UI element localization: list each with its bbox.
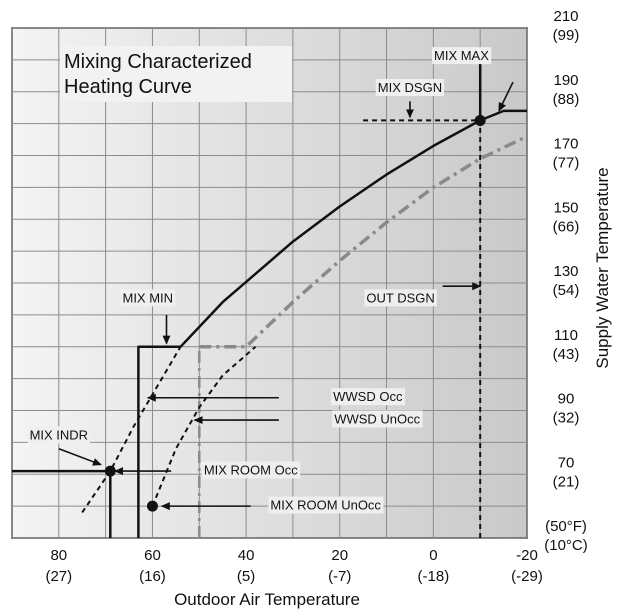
wwsd-occ-label-bg	[331, 388, 405, 406]
mix-max-label-bg	[432, 47, 492, 65]
wwsd-occ-label: WWSD Occ	[333, 389, 403, 404]
grid	[11, 27, 528, 539]
y-tick-label: 90	[558, 391, 575, 408]
guide-line-1	[137, 345, 181, 538]
x-tick-label: -20	[516, 547, 538, 564]
mix-min-label: MIX MIN	[122, 290, 173, 305]
wwsd-unocc-label-bg	[332, 410, 423, 428]
x-tick-sublabel: (5)	[237, 568, 255, 585]
chart-title: Mixing Characterized Heating Curve	[60, 46, 292, 102]
mix-indr-label: MIX INDR	[30, 427, 89, 442]
series-line-3	[151, 346, 257, 507]
x-tick-sublabel: (27)	[45, 568, 72, 585]
axis-ticks: 80 (27) 60 (16) 40 (5) 20 (-7) 0 (-18) -20 (-29) 210…	[45, 8, 587, 585]
mix-indr-label-arrow	[58, 448, 102, 466]
x-tick-sublabel: (16)	[139, 568, 166, 585]
mix-indr-label-bg	[27, 426, 91, 444]
y-tick-sublabel: (43)	[553, 346, 580, 363]
mix-room-unocc-point	[146, 500, 158, 512]
out-dsgn-label-bg	[364, 289, 437, 307]
x-tick-label: 20	[331, 547, 348, 564]
y-tick-label: 70	[558, 454, 575, 471]
mix-dsgn-label-bg	[375, 79, 445, 96]
y-tick-label: 130	[553, 263, 578, 280]
x-tick-label: 0	[429, 547, 437, 564]
mix-room-unocc-label: MIX ROOM UnOcc	[270, 498, 381, 513]
y-tick-sublabel: (66)	[553, 218, 580, 235]
x-tick-label: 40	[238, 547, 255, 564]
mix-dsgn-point	[474, 114, 486, 126]
y-tick-label: 110	[554, 327, 578, 344]
y-tick-sublabel: (99)	[553, 27, 580, 44]
y-tick-sublabel: (32)	[553, 410, 580, 427]
chart-title-line-2: Heating Curve	[64, 76, 192, 98]
annotations: MIX MAX MIX DSGN OUT DSGN MIX MIN WWSD Occ WW…	[27, 47, 514, 514]
x-tick-sublabel: (-29)	[511, 568, 543, 585]
y-tick-sublabel: (88)	[553, 91, 580, 108]
mix-room-unocc-label-bg	[268, 496, 384, 514]
series-line-1	[199, 134, 528, 349]
y-tick-sublabel: (21)	[553, 473, 580, 490]
key-points	[104, 114, 486, 512]
x-tick-label: 80	[50, 547, 67, 564]
y-tick-label: (50°F)	[545, 518, 587, 535]
chart-title-line-1: Mixing Characterized	[64, 51, 252, 73]
x-tick-label: 60	[144, 547, 161, 564]
y-axis-label: Supply Water Temperature	[593, 167, 612, 368]
y-tick-sublabel: (77)	[553, 155, 580, 172]
out-dsgn-label: OUT DSGN	[366, 290, 434, 305]
y-tick-label: 150	[553, 199, 578, 216]
mix-max-label: MIX MAX	[434, 48, 489, 63]
y-tick-sublabel: (10°C)	[544, 537, 588, 554]
x-axis-label: Outdoor Air Temperature	[174, 590, 360, 609]
mix-min-label-bg	[120, 289, 176, 307]
mix-indr-point	[104, 465, 116, 477]
mix-room-occ-label-bg	[201, 461, 301, 479]
x-tick-sublabel: (-18)	[418, 568, 450, 585]
y-tick-label: 210	[553, 8, 578, 25]
series-line-0	[179, 109, 527, 348]
mix-room-occ-label: MIX ROOM Occ	[204, 463, 298, 478]
series-line-2	[81, 346, 182, 514]
y-tick-sublabel: (54)	[553, 282, 580, 299]
y-tick-label: 170	[553, 136, 578, 153]
y-tick-label: 190	[553, 72, 578, 89]
x-tick-sublabel: (-7)	[328, 568, 351, 585]
mix-max-label-arrow	[498, 81, 514, 112]
mix-dsgn-label: MIX DSGN	[378, 80, 442, 95]
curve-series	[81, 109, 528, 514]
wwsd-unocc-label: WWSD UnOcc	[334, 412, 420, 427]
